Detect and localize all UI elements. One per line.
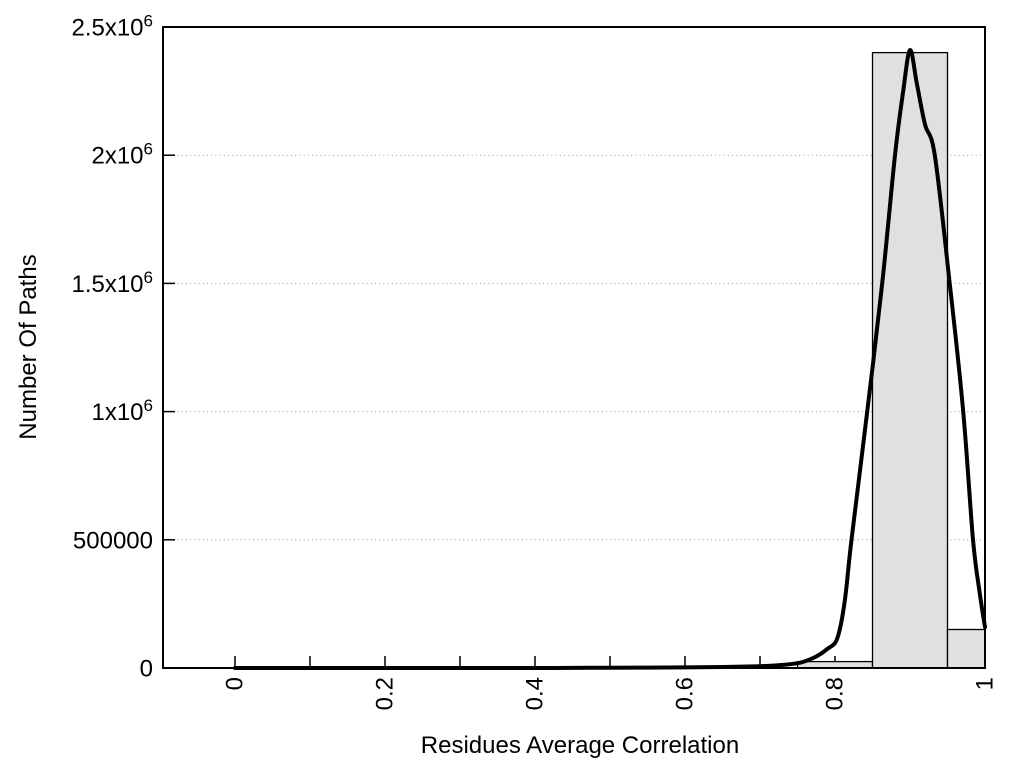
y-tick-label: 1x106 — [91, 396, 153, 426]
histogram-bar — [946, 628, 986, 669]
x-tick-label: 0.2 — [372, 677, 399, 710]
y-tick-labels: 0 500000 1x106 1.5x106 2x106 2.5x106 — [71, 12, 153, 683]
y-tick-label: 2x106 — [91, 140, 153, 170]
y-tick-label: 1.5x106 — [71, 268, 153, 298]
x-tick-label: 0.6 — [672, 677, 699, 710]
x-tick-label: 0.4 — [522, 677, 549, 710]
tick-marks — [163, 26, 986, 669]
plot-border — [162, 26, 986, 669]
x-tick-label: 1 — [972, 677, 999, 690]
histogram-bar — [871, 51, 949, 669]
x-tick-label: 0 — [222, 677, 249, 690]
gridlines — [165, 154, 984, 541]
x-tick-labels: 0 0.2 0.4 0.6 0.8 1 — [222, 677, 999, 710]
x-tick-label: 0.8 — [822, 677, 849, 710]
y-axis-title: Number Of Paths — [15, 254, 42, 439]
y-tick-label: 500000 — [73, 527, 153, 554]
y-tick-label: 0 — [140, 656, 153, 683]
y-tick-label: 2.5x106 — [71, 12, 153, 42]
x-axis-title: Residues Average Correlation — [421, 732, 739, 759]
